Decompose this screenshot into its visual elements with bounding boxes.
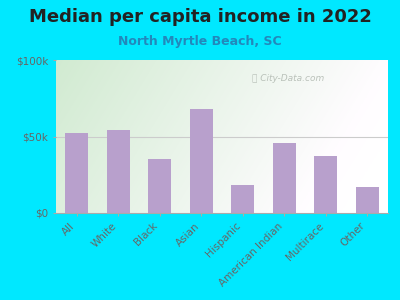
Bar: [65, 134, 88, 213]
Bar: [273, 142, 296, 213]
Text: North Myrtle Beach, SC: North Myrtle Beach, SC: [118, 34, 282, 47]
Text: ⓘ City-Data.com: ⓘ City-Data.com: [252, 74, 324, 83]
Text: Median per capita income in 2022: Median per capita income in 2022: [28, 8, 372, 26]
Bar: [356, 187, 379, 213]
Bar: [231, 185, 254, 213]
Bar: [190, 109, 213, 213]
Bar: [314, 156, 337, 213]
Bar: [148, 159, 171, 213]
Bar: [107, 130, 130, 213]
